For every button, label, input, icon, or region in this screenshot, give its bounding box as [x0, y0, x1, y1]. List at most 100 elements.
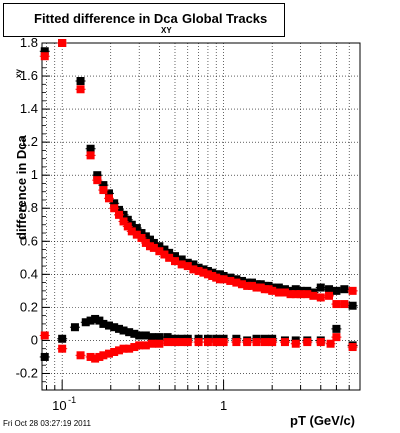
data-point: [268, 338, 277, 347]
data-points: [39, 39, 358, 363]
data-point: [115, 324, 124, 333]
data-point: [115, 346, 124, 355]
data-point: [130, 329, 139, 338]
data-point: [189, 260, 198, 269]
data-point: [177, 338, 186, 347]
data-point: [132, 224, 141, 233]
data-point: [199, 268, 208, 277]
x-axis-label: pT (GeV/c): [290, 413, 356, 428]
data-point: [123, 222, 132, 231]
data-point: [141, 232, 150, 241]
data-point: [203, 338, 212, 347]
data-point: [155, 339, 164, 348]
chart-title-tail: Global Tracks: [182, 11, 268, 26]
data-point: [194, 338, 203, 347]
data-point: [219, 338, 228, 347]
data-point: [165, 248, 174, 257]
data-point: [219, 275, 228, 284]
data-point: [316, 338, 325, 347]
data-point: [58, 334, 67, 343]
y-tick-label: 1.8: [20, 35, 38, 50]
data-point: [115, 210, 124, 219]
data-point: [110, 204, 119, 213]
data-point: [91, 314, 100, 323]
data-point: [40, 47, 49, 56]
data-point: [40, 52, 49, 61]
data-point: [81, 318, 90, 327]
data-point: [115, 205, 124, 214]
x-tick-label: 10: [52, 398, 66, 413]
data-point: [326, 339, 335, 348]
data-point: [208, 271, 217, 280]
data-point: [86, 151, 95, 160]
y-tick-label: 0.6: [20, 233, 38, 248]
data-point: [99, 186, 108, 195]
data-point: [132, 230, 141, 239]
data-point: [325, 285, 334, 294]
title-box: Fitted difference in Dca XY Global Track…: [3, 3, 285, 37]
data-point: [325, 291, 334, 300]
data-point: [291, 339, 300, 348]
y-axis-ticks: -0.2 0 0.2 0.4 0.6 0.8 1 1.2 1.4 1.6 1.8: [16, 35, 50, 391]
y-tick-label: 0: [31, 332, 38, 347]
data-point: [170, 252, 179, 261]
data-point: [332, 300, 341, 309]
data-point: [93, 176, 102, 185]
data-point: [76, 85, 85, 94]
data-point: [104, 189, 113, 198]
data-point: [316, 293, 325, 302]
data-point: [93, 171, 102, 180]
data-point: [155, 247, 164, 256]
data-point: [274, 283, 283, 292]
data-point: [130, 343, 139, 352]
data-point: [243, 338, 252, 347]
data-point: [99, 351, 108, 360]
data-point: [291, 285, 300, 294]
data-point: [177, 260, 186, 269]
x-tick-label-exponent: -1: [68, 395, 76, 405]
data-point: [163, 338, 172, 347]
data-point: [252, 338, 261, 347]
data-point: [274, 288, 283, 297]
timestamp: Fri Oct 28 03:27:19 2011: [3, 419, 91, 428]
data-point: [91, 354, 100, 363]
data-point: [237, 280, 246, 289]
data-point: [280, 288, 289, 297]
data-point: [125, 328, 134, 337]
chart-title: Fitted difference in Dca: [34, 11, 178, 26]
data-point: [163, 333, 172, 342]
data-point: [303, 338, 312, 347]
data-point: [316, 283, 325, 292]
y-tick-label: 0.2: [20, 299, 38, 314]
data-point: [110, 347, 119, 356]
data-point: [86, 144, 95, 153]
data-point: [348, 343, 357, 352]
data-point: [332, 324, 341, 333]
data-point: [58, 39, 67, 47]
data-point: [280, 338, 289, 347]
data-point: [212, 338, 221, 347]
y-tick-label: 0.8: [20, 200, 38, 215]
x-axis-ticks: 10 -1 1: [46, 380, 361, 413]
data-point: [95, 352, 104, 361]
data-point: [86, 352, 95, 361]
data-point: [183, 262, 192, 271]
y-tick-label: -0.2: [16, 365, 38, 380]
y-tick-label: 1.2: [20, 134, 38, 149]
data-point: [194, 267, 203, 276]
data-point: [348, 286, 357, 295]
y-tick-label: 0.4: [20, 266, 38, 281]
data-point: [189, 265, 198, 274]
data-point: [141, 341, 150, 350]
data-point: [260, 338, 269, 347]
data-point: [135, 331, 144, 340]
data-point: [125, 344, 134, 353]
data-point: [127, 220, 136, 229]
data-point: [332, 286, 341, 295]
data-point: [40, 352, 49, 361]
data-point: [160, 245, 169, 254]
data-point: [119, 344, 128, 353]
data-point: [119, 217, 128, 226]
data-point: [170, 338, 179, 347]
